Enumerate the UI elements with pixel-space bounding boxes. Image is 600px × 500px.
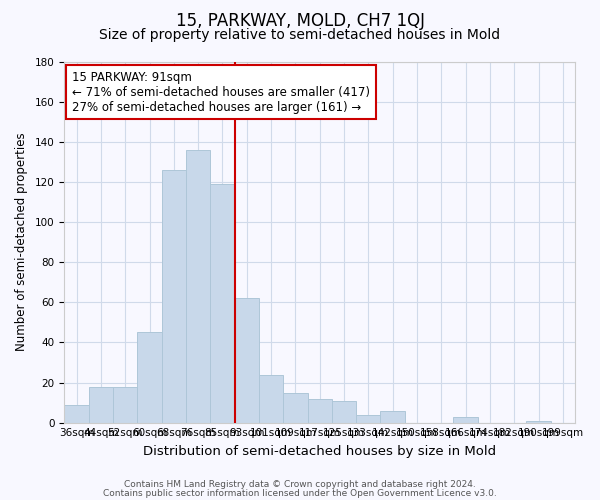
Bar <box>235 298 259 422</box>
Bar <box>211 184 235 422</box>
Bar <box>283 392 308 422</box>
Bar <box>64 404 89 422</box>
Bar <box>113 386 137 422</box>
Bar <box>454 416 478 422</box>
Text: Contains public sector information licensed under the Open Government Licence v3: Contains public sector information licen… <box>103 488 497 498</box>
Text: Contains HM Land Registry data © Crown copyright and database right 2024.: Contains HM Land Registry data © Crown c… <box>124 480 476 489</box>
Bar <box>161 170 186 422</box>
Bar <box>308 398 332 422</box>
Bar <box>356 414 380 422</box>
Text: 15 PARKWAY: 91sqm
← 71% of semi-detached houses are smaller (417)
27% of semi-de: 15 PARKWAY: 91sqm ← 71% of semi-detached… <box>72 70 370 114</box>
Bar <box>332 400 356 422</box>
Bar <box>137 332 161 422</box>
Bar <box>89 386 113 422</box>
X-axis label: Distribution of semi-detached houses by size in Mold: Distribution of semi-detached houses by … <box>143 444 496 458</box>
Bar <box>526 420 551 422</box>
Y-axis label: Number of semi-detached properties: Number of semi-detached properties <box>15 133 28 352</box>
Bar <box>259 374 283 422</box>
Bar <box>380 410 405 422</box>
Text: 15, PARKWAY, MOLD, CH7 1QJ: 15, PARKWAY, MOLD, CH7 1QJ <box>176 12 425 30</box>
Bar <box>186 150 211 422</box>
Text: Size of property relative to semi-detached houses in Mold: Size of property relative to semi-detach… <box>100 28 500 42</box>
